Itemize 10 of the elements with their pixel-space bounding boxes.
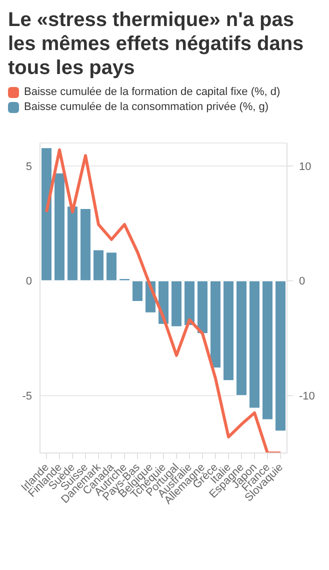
y-tick-label: 5 [26, 160, 32, 173]
y2-tick-label: 0 [299, 276, 306, 288]
legend-label: Baisse cumulée de la consommation privée (%, g) [24, 101, 269, 113]
y-tick-label: 0 [26, 276, 32, 288]
y-tick-label: -5 [22, 390, 32, 402]
chart-title: Le «stress thermique» n'a pas les mêmes effets négatifs dans tous les pays [8, 8, 305, 80]
y2-tick-label: -10 [299, 390, 315, 402]
line-series [45, 148, 282, 453]
legend-label: Baisse cumulée de la formation de capital fixe (%, d) [24, 86, 280, 98]
y2-tick-label: 10 [299, 160, 312, 173]
